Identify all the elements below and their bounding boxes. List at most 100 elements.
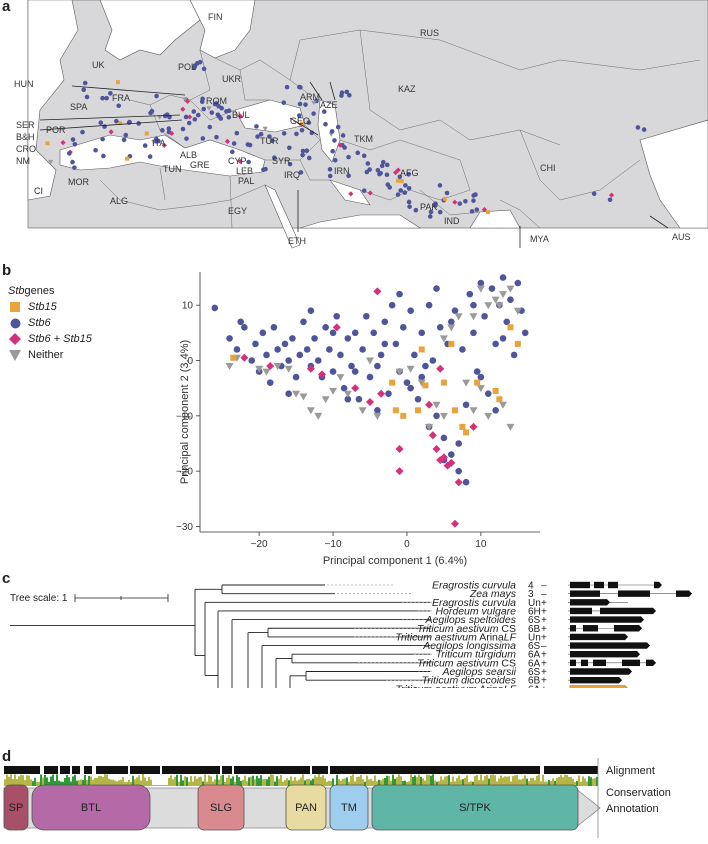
map-point [148,110,153,116]
map-point [304,148,310,154]
country-label-fin: FIN [208,12,223,22]
pca-point-stb6-stb15 [439,453,448,462]
panel-letter-b: b [2,262,12,279]
map-point [267,134,272,139]
conservation-bar [184,776,186,786]
pca-point-stb6 [381,340,389,348]
conservation-bar [82,780,84,786]
pca-point-stb15 [514,340,521,347]
tree-leaf-strand: – [541,589,547,600]
pca-point-neither [395,368,404,376]
diamond-icon [8,332,22,346]
conservation-bar [134,779,136,786]
map-point [72,165,77,170]
map-point [186,120,192,126]
map-point [123,132,129,138]
conservation-bar [138,775,140,786]
conservation-bar [46,777,48,786]
domain-boxes: SP BTL SLG PAN TM S/TPK [3,784,579,831]
conservation-bar [474,775,476,786]
pca-point-stb6-stb15 [436,364,445,373]
conservation-bar [318,774,320,786]
conservation-bar [62,781,64,786]
conservation-bar [516,775,518,786]
pca-point-stb6 [510,351,518,359]
conservation-bar [408,781,410,786]
country-label-irq: IRQ [284,170,300,180]
gene-exon [618,590,650,597]
pca-point-stb6 [355,395,363,403]
map-point [180,106,186,112]
pca-point-neither [491,296,500,304]
map-point [337,142,343,148]
conservation-bar [158,785,160,786]
conservation-bar [344,778,346,786]
conservation-bar [380,780,382,786]
conservation-bar [446,776,448,786]
east-sea [639,119,708,229]
pca-point-stb6 [462,401,470,409]
pca-point-neither [447,324,456,332]
conservation-bar [74,774,76,786]
conservation-bar [44,774,46,786]
country-label-bh: B&H [16,132,35,142]
conservation-bar [168,777,170,786]
pca-point-neither [499,291,508,299]
conservation-bar [362,779,364,786]
map-point [104,95,109,101]
pca-point-stb6-stb15 [395,467,404,476]
conservation-bar [140,780,142,786]
conservation-bar [266,779,268,786]
map-point [108,129,114,135]
map-point [121,137,127,143]
tree-leaf-chromosome: 6A [528,684,541,688]
map-point [287,161,293,167]
pca-point-stb6 [259,329,267,337]
tree-leaf-label: Triticum aestivum CS [417,657,516,669]
pca-point-stb6 [252,340,259,348]
map-point [332,138,337,143]
pca-point-stb6 [418,373,426,381]
conservation-bar [268,776,270,786]
pca-point-stb6 [429,357,437,364]
pca-point-stb6 [289,335,296,342]
conservation-bar [458,775,460,786]
map-point [437,183,443,188]
conservation-bar [440,776,442,786]
conservation-bar [154,785,156,786]
conservation-bar [422,778,424,786]
country-label-rom: ROM [206,96,227,106]
map-point [180,126,186,132]
map-point [255,134,260,139]
pca-point-stb6 [370,329,377,337]
alignment-gap [92,766,96,774]
conservation-bar [238,777,240,786]
tree-gene-models [568,581,692,688]
conservation-bar [228,775,230,786]
conservation-bar [512,776,514,786]
conservation-bar [548,780,550,786]
country-label-ser: SER [16,120,35,130]
gene-exon [646,659,656,667]
pca-point-stb6 [314,357,322,364]
alignment-gap [310,766,312,774]
conservation-bar [410,774,412,786]
map-point [199,99,205,105]
pca-point-neither [314,412,323,420]
conservation-bar [276,776,278,786]
country-label-fra: FRA [112,93,130,103]
conservation-bar [304,780,306,786]
conservation-bar [576,781,578,786]
map-point [346,173,351,179]
conservation-bar [68,777,70,786]
country-label-egy: EGY [228,206,247,216]
conservation-bar [162,785,164,786]
conservation-bar [250,776,252,786]
tree-leaf-label: Zea mays [469,588,517,600]
pca-point-neither [439,335,448,343]
conservation-bar [152,785,154,786]
map-point [335,124,341,130]
pca-point-stb6 [340,384,348,392]
pca-point-stb6 [459,346,466,353]
tree-leaf-strand: + [541,676,547,687]
